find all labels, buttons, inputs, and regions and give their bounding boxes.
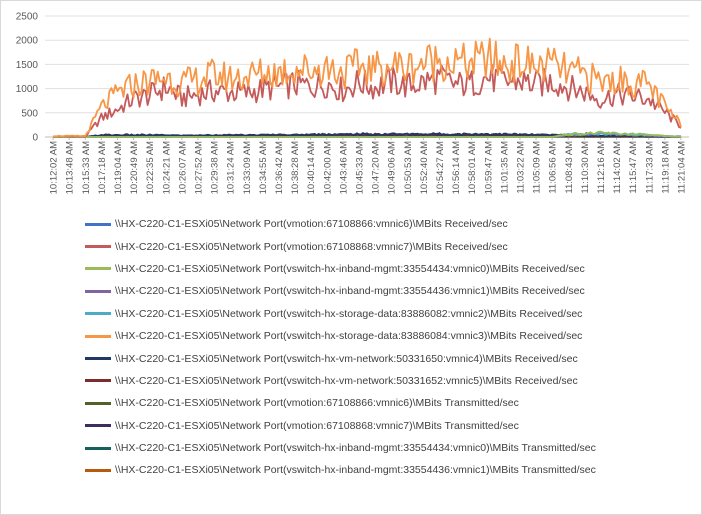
x-tick-label: 10:24:21 AM (161, 141, 172, 194)
x-tick-label: 10:12:02 AM (49, 141, 60, 194)
legend-swatch (85, 468, 111, 472)
x-axis: 10:12:02 AM 10:13:48 AM 10:15:33 AM 10:17:1… (49, 137, 687, 194)
x-tick-label: 11:14:02 AM (612, 141, 623, 194)
series-line (52, 37, 682, 138)
x-tick-label: 10:34:55 AM (258, 141, 269, 194)
y-tick-label: 2000 (16, 36, 39, 47)
legend-label: \\HX-C220-C1-ESXi05\Network Port(vswitch… (115, 307, 583, 320)
legend-swatch (85, 424, 111, 428)
x-tick-label: 10:40:14 AM (306, 141, 317, 194)
x-tick-label: 11:10:30 AM (580, 141, 591, 194)
x-tick-label: 10:31:24 AM (226, 141, 237, 194)
legend-label: \\HX-C220-C1-ESXi05\Network Port(vswitch… (115, 285, 585, 298)
legend-label: \\HX-C220-C1-ESXi05\Network Port(vswitch… (115, 374, 578, 387)
x-tick-label: 10:43:46 AM (338, 141, 349, 194)
x-tick-label: 10:29:38 AM (210, 141, 221, 194)
x-tick-label: 11:08:43 AM (564, 141, 575, 194)
legend-swatch (85, 222, 111, 226)
y-tick-label: 1000 (16, 84, 39, 95)
legend-swatch (85, 401, 111, 405)
x-tick-label: 11:17:33 AM (644, 141, 655, 194)
legend-entry: \\HX-C220-C1-ESXi05\Network Port(vswitch… (85, 370, 685, 392)
x-tick-label: 10:45:33 AM (354, 141, 365, 194)
legend-label: \\HX-C220-C1-ESXi05\Network Port(vswitch… (115, 262, 585, 275)
x-tick-label: 11:03:22 AM (515, 141, 526, 194)
legend-entry: \\HX-C220-C1-ESXi05\Network Port(vswitch… (85, 347, 685, 369)
x-tick-label: 10:49:06 AM (387, 141, 398, 194)
x-tick-label: 10:59:47 AM (483, 141, 494, 194)
line-chart: 0 500 1000 1500 2000 2500 10:12:02 AM 10:13:48… (16, 12, 689, 194)
x-tick-label: 10:27:52 AM (193, 141, 204, 194)
legend-label: \\HX-C220-C1-ESXi05\Network Port(vmotion… (115, 218, 508, 231)
y-tick-label: 2500 (16, 12, 39, 23)
legend-label: \\HX-C220-C1-ESXi05\Network Port(vswitch… (115, 352, 578, 365)
legend-entry: \\HX-C220-C1-ESXi05\Network Port(vswitch… (85, 437, 685, 459)
x-tick-label: 10:54:27 AM (435, 141, 446, 194)
legend-swatch (85, 379, 111, 383)
legend-label: \\HX-C220-C1-ESXi05\Network Port(vmotion… (115, 419, 519, 432)
x-tick-label: 10:58:01 AM (467, 141, 478, 194)
x-tick-label: 10:56:14 AM (451, 141, 462, 194)
x-tick-label: 10:38:28 AM (290, 141, 301, 194)
legend-swatch (85, 334, 111, 338)
x-tick-label: 11:15:47 AM (628, 141, 639, 194)
legend-label: \\HX-C220-C1-ESXi05\Network Port(vmotion… (115, 397, 519, 410)
legend-label: \\HX-C220-C1-ESXi05\Network Port(vswitch… (115, 330, 583, 343)
x-tick-label: 10:19:04 AM (113, 141, 124, 194)
x-tick-label: 11:06:56 AM (548, 141, 559, 194)
y-tick-label: 500 (21, 108, 38, 119)
x-tick-label: 11:12:16 AM (596, 141, 607, 194)
x-tick-label: 10:13:48 AM (65, 141, 76, 194)
x-tick-label: 10:20:49 AM (129, 141, 140, 194)
legend-entry: \\HX-C220-C1-ESXi05\Network Port(vmotion… (85, 213, 685, 235)
legend-entry: \\HX-C220-C1-ESXi05\Network Port(vmotion… (85, 415, 685, 437)
y-tick-label: 1500 (16, 60, 39, 71)
y-axis: 0 500 1000 1500 2000 2500 (16, 12, 39, 144)
legend-entry: \\HX-C220-C1-ESXi05\Network Port(vmotion… (85, 392, 685, 414)
legend-swatch (85, 245, 111, 249)
legend-entry: \\HX-C220-C1-ESXi05\Network Port(vswitch… (85, 258, 685, 280)
x-tick-label: 10:33:09 AM (242, 141, 253, 194)
x-tick-label: 10:26:07 AM (177, 141, 188, 194)
legend-swatch (85, 289, 111, 293)
legend-label: \\HX-C220-C1-ESXi05\Network Port(vswitch… (115, 442, 596, 455)
x-tick-label: 11:21:04 AM (676, 141, 687, 194)
x-tick-label: 10:50:53 AM (403, 141, 414, 194)
y-tick-label: 0 (32, 133, 38, 144)
legend-entry: \\HX-C220-C1-ESXi05\Network Port(vswitch… (85, 303, 685, 325)
legend-swatch (85, 357, 111, 361)
legend-label: \\HX-C220-C1-ESXi05\Network Port(vmotion… (115, 240, 508, 253)
x-tick-label: 11:05:09 AM (532, 141, 543, 194)
x-tick-label: 10:42:00 AM (322, 141, 333, 194)
legend-entry: \\HX-C220-C1-ESXi05\Network Port(vswitch… (85, 325, 685, 347)
x-tick-label: 11:19:18 AM (660, 141, 671, 194)
legend: \\HX-C220-C1-ESXi05\Network Port(vmotion… (85, 213, 685, 482)
series-lines (52, 37, 682, 138)
legend-entry: \\HX-C220-C1-ESXi05\Network Port(vswitch… (85, 280, 685, 302)
x-tick-label: 11:01:35 AM (499, 141, 510, 194)
x-tick-label: 10:47:20 AM (371, 141, 382, 194)
legend-entry: \\HX-C220-C1-ESXi05\Network Port(vswitch… (85, 459, 685, 481)
series-line (53, 130, 682, 138)
legend-swatch (85, 267, 111, 271)
x-tick-label: 10:52:40 AM (419, 141, 430, 194)
legend-swatch (85, 312, 111, 316)
x-tick-label: 10:36:42 AM (274, 141, 285, 194)
legend-label: \\HX-C220-C1-ESXi05\Network Port(vswitch… (115, 464, 596, 477)
x-tick-label: 10:17:18 AM (97, 141, 108, 194)
series-line (52, 63, 682, 138)
x-tick-label: 10:22:35 AM (145, 141, 156, 194)
legend-entry: \\HX-C220-C1-ESXi05\Network Port(vmotion… (85, 235, 685, 257)
x-tick-label: 10:15:33 AM (81, 141, 92, 194)
legend-swatch (85, 446, 111, 450)
